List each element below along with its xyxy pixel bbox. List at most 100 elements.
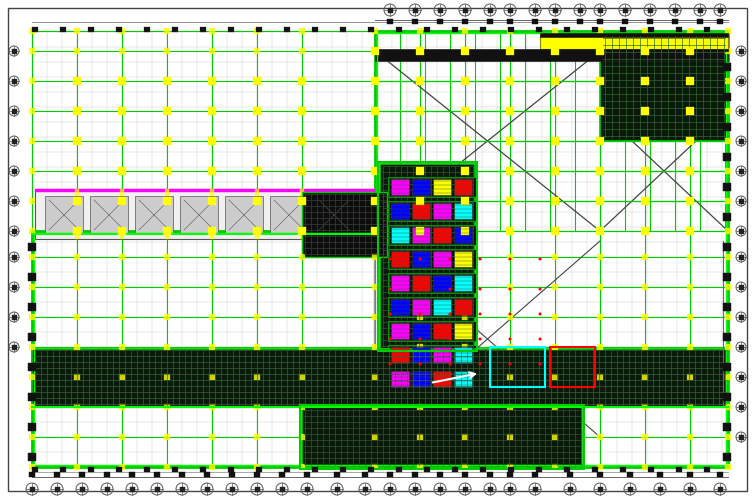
Bar [417,254,423,260]
Bar [118,197,126,205]
Bar [29,228,35,234]
Bar [73,77,81,85]
Bar [597,284,603,290]
Bar [372,228,378,234]
Bar [437,7,442,12]
Bar [723,243,731,251]
Bar [412,323,430,339]
Bar [116,467,122,472]
Bar [687,374,693,380]
Bar [725,108,731,114]
Bar [73,107,81,115]
Bar [388,369,476,389]
Bar [597,254,603,260]
Bar [340,27,346,32]
Bar [11,254,17,259]
Bar [35,189,375,239]
Bar [372,374,378,380]
Circle shape [538,257,541,260]
Bar [302,192,387,257]
Bar [552,374,558,380]
Bar [90,196,128,234]
Bar [299,344,305,350]
Bar [225,196,263,234]
Bar [461,137,469,145]
Bar [552,314,558,320]
Bar [725,254,731,260]
Bar [507,472,513,477]
Bar [253,77,261,85]
Bar [417,314,423,320]
Bar [130,487,134,492]
Bar [417,168,423,174]
Bar [391,227,409,243]
Bar [11,108,17,113]
Bar [391,347,409,363]
Bar [723,423,731,431]
Bar [412,275,430,291]
Bar [164,48,170,54]
Bar [723,303,731,311]
Bar [230,487,235,492]
Bar [552,19,558,24]
Bar [29,168,35,174]
Bar [163,137,171,145]
Bar [462,344,468,350]
Circle shape [389,337,392,340]
Bar [417,464,423,470]
Bar [119,138,125,144]
Bar [74,464,80,470]
Bar [552,284,558,290]
Bar [642,254,648,260]
Bar [164,228,170,234]
Bar [11,284,17,289]
Bar [163,167,171,175]
Bar [417,28,423,34]
Bar [738,199,744,204]
Bar [417,228,423,234]
Bar [35,189,375,192]
Bar [454,347,472,363]
Bar [532,19,538,24]
Bar [627,487,633,492]
Bar [596,197,604,205]
Bar [597,138,603,144]
Bar [596,107,604,115]
Bar [29,464,35,470]
Bar [536,467,542,472]
Bar [597,374,603,380]
Bar [461,197,469,205]
Bar [209,108,215,114]
Bar [334,472,340,477]
Bar [299,314,305,320]
Bar [597,472,603,477]
Bar [597,464,603,470]
Bar [228,467,234,472]
Bar [506,137,514,145]
Bar [596,167,604,175]
Bar [163,197,171,205]
Bar [254,434,260,440]
Bar [552,108,558,114]
Bar [462,198,468,204]
Bar [688,487,692,492]
Bar [29,284,35,290]
Bar [686,167,694,175]
Bar [508,467,514,472]
Bar [299,48,305,54]
Bar [164,78,170,84]
Bar [725,404,731,410]
Bar [254,284,260,290]
Bar [74,344,80,350]
Bar [461,167,469,175]
Circle shape [509,337,511,340]
Bar [620,27,626,32]
Circle shape [448,312,451,315]
Bar [396,467,402,472]
Bar [550,347,595,387]
Bar [29,108,35,114]
Bar [487,19,493,24]
Bar [209,314,215,320]
Bar [454,371,472,387]
Bar [462,138,468,144]
